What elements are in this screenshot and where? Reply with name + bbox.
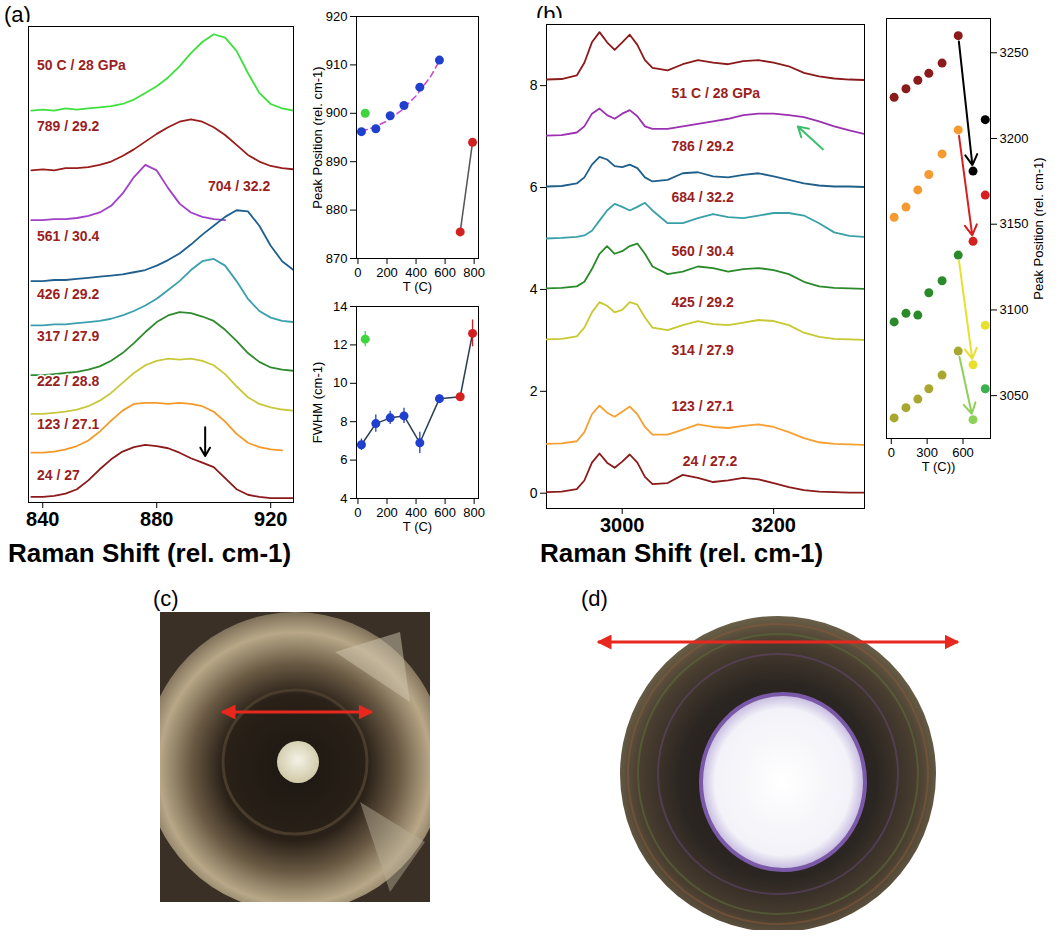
svg-text:789 / 29.2: 789 / 29.2	[37, 118, 99, 134]
svg-text:880: 880	[140, 508, 173, 530]
svg-text:3000: 3000	[600, 514, 645, 536]
svg-text:51 C / 28 GPa: 51 C / 28 GPa	[671, 85, 760, 101]
html-text:(d): (d)	[581, 586, 608, 611]
svg-text:3200: 3200	[1000, 131, 1029, 146]
svg-text:300: 300	[916, 445, 938, 460]
svg-text:4: 4	[530, 281, 538, 297]
svg-text:3100: 3100	[1000, 302, 1029, 317]
svg-text:T (C): T (C)	[403, 519, 432, 534]
svg-text:3200: 3200	[751, 514, 796, 536]
html-text:(b): (b)	[536, 2, 563, 27]
svg-text:880: 880	[326, 202, 348, 217]
svg-text:123 / 27.1: 123 / 27.1	[37, 416, 99, 432]
svg-text:910: 910	[326, 57, 348, 72]
svg-text:T (C): T (C)	[403, 279, 432, 294]
svg-text:786 / 29.2: 786 / 29.2	[671, 138, 733, 154]
svg-text:400: 400	[405, 265, 427, 280]
svg-text:24 / 27: 24 / 27	[37, 467, 80, 483]
svg-text:314 / 27.9: 314 / 27.9	[671, 342, 733, 358]
svg-text:123 / 27.1: 123 / 27.1	[671, 398, 733, 414]
svg-text:600: 600	[434, 265, 456, 280]
svg-text:3050: 3050	[1000, 388, 1029, 403]
svg-text:4: 4	[340, 491, 347, 506]
svg-text:Peak Position (rel. cm-1): Peak Position (rel. cm-1)	[1031, 157, 1046, 299]
svg-text:800: 800	[463, 265, 485, 280]
svg-text:24 / 27.2: 24 / 27.2	[683, 453, 738, 469]
svg-text:684 / 32.2: 684 / 32.2	[671, 189, 733, 205]
svg-text:200: 200	[376, 505, 398, 520]
svg-text:900: 900	[326, 105, 348, 120]
svg-text:0: 0	[888, 445, 895, 460]
svg-text:222 / 28.8: 222 / 28.8	[37, 373, 99, 389]
svg-text:600: 600	[434, 505, 456, 520]
html-text:Raman Shift (rel. cm-1): Raman Shift (rel. cm-1)	[8, 538, 292, 568]
svg-text:704 / 32.2: 704 / 32.2	[208, 178, 270, 194]
svg-text:920: 920	[254, 508, 287, 530]
svg-text:400: 400	[405, 505, 427, 520]
svg-text:12: 12	[333, 337, 347, 352]
svg-text:200: 200	[376, 265, 398, 280]
svg-text:3250: 3250	[1000, 45, 1029, 60]
svg-text:FWHM (cm-1): FWHM (cm-1)	[310, 362, 325, 444]
svg-text:800: 800	[463, 505, 485, 520]
svg-text:8: 8	[530, 77, 538, 93]
svg-text:0: 0	[530, 485, 538, 501]
svg-text:600: 600	[952, 445, 974, 460]
svg-text:3150: 3150	[1000, 216, 1029, 231]
svg-text:6: 6	[340, 452, 347, 467]
svg-text:10: 10	[333, 375, 347, 390]
svg-text:560 / 30.4: 560 / 30.4	[671, 243, 733, 259]
svg-text:0: 0	[354, 265, 361, 280]
svg-text:561 / 30.4: 561 / 30.4	[37, 228, 99, 244]
html-text:Raman Shift (rel. cm-1): Raman Shift (rel. cm-1)	[540, 538, 824, 568]
svg-text:870: 870	[326, 251, 348, 266]
svg-text:T (C)): T (C))	[922, 459, 956, 474]
svg-text:890: 890	[326, 154, 348, 169]
svg-text:50 C / 28 GPa: 50 C / 28 GPa	[37, 57, 126, 73]
svg-text:317 / 27.9: 317 / 27.9	[37, 328, 99, 344]
svg-text:8: 8	[340, 414, 347, 429]
svg-text:840: 840	[26, 508, 59, 530]
html-text:(c): (c)	[153, 586, 179, 611]
svg-text:0: 0	[354, 505, 361, 520]
svg-text:2: 2	[530, 383, 538, 399]
svg-text:426 / 29.2: 426 / 29.2	[37, 286, 99, 302]
svg-text:Peak Position (rel. cm-1): Peak Position (rel. cm-1)	[310, 66, 325, 208]
html-text:(a): (a)	[4, 2, 31, 27]
svg-text:14: 14	[333, 299, 347, 314]
svg-text:425 / 29.2: 425 / 29.2	[671, 294, 733, 310]
svg-text:6: 6	[530, 179, 538, 195]
svg-text:920: 920	[326, 9, 348, 24]
